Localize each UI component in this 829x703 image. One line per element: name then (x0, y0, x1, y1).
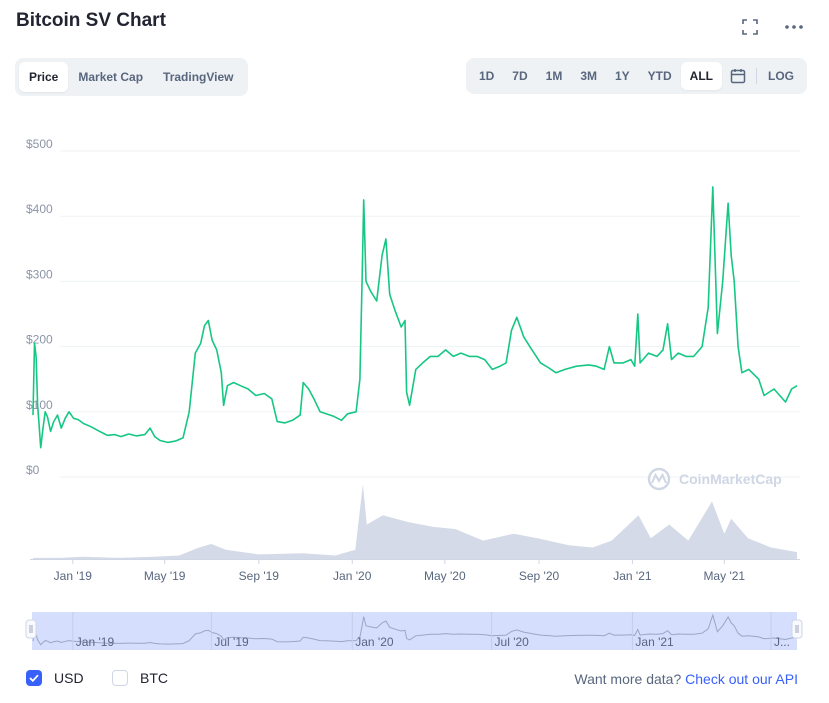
chart-grid (60, 150, 800, 478)
range-7d-button[interactable]: 7D (512, 69, 528, 83)
api-text: Want more data? (574, 671, 682, 687)
x-tick-label: May '19 (144, 569, 186, 583)
x-tick-label: May '20 (424, 569, 466, 583)
price-chart: CoinMarketCap $0 $100 $200 $300 $400 $500 Jan… (25, 137, 803, 650)
range-1d-button[interactable]: 1D (478, 69, 495, 83)
log-scale-button[interactable]: LOG (768, 69, 794, 83)
calendar-icon[interactable] (722, 62, 754, 90)
y-tick-label: $0 (26, 463, 40, 477)
y-tick-label: $500 (26, 137, 53, 151)
btc-label: BTC (140, 670, 168, 686)
range-all-button[interactable]: ALL (680, 62, 722, 90)
unchecked-icon (112, 670, 128, 686)
more-horizontal-icon[interactable] (783, 16, 805, 38)
y-tick-label: $400 (26, 202, 53, 216)
price-series-line (32, 186, 798, 449)
y-tick-label: $100 (26, 398, 53, 412)
chart-footer: USD BTC Want more data? Check out our AP… (0, 664, 829, 694)
handle-body (791, 619, 803, 639)
range-navigator[interactable]: Jan '19 Jul '19 Jan '20 Jul '20 Jan '21 J... (25, 612, 803, 650)
watermark-text: CoinMarketCap (679, 471, 782, 487)
x-tick-label: Jan '19 (54, 569, 93, 583)
range-1m-button[interactable]: 1M (545, 69, 563, 83)
x-tick-label: Jan '21 (613, 569, 652, 583)
page-title: Bitcoin SV Chart (16, 10, 166, 31)
y-tick-label: $200 (26, 333, 53, 347)
volume-bars (30, 484, 800, 560)
navigator-selection (32, 612, 797, 650)
chart-type-tabs: Price Market Cap TradingView (15, 58, 248, 96)
x-axis: Jan '19 May '19 Sep '19 Jan '20 May '20 Sep '… (54, 559, 745, 583)
volume-area (33, 484, 797, 559)
tab-tradingview[interactable]: TradingView (163, 70, 234, 84)
btc-checkbox[interactable]: BTC (112, 670, 168, 686)
navigator-line (32, 613, 798, 646)
x-tick-label: Sep '19 (239, 569, 280, 583)
y-tick-label: $300 (26, 267, 53, 281)
navigator-label: Jul '20 (495, 635, 530, 649)
navigator-label: Jul '19 (214, 635, 249, 649)
y-axis: $0 $100 $200 $300 $400 $500 (26, 137, 53, 477)
api-link[interactable]: Check out our API (685, 671, 798, 687)
x-tick-label: May '21 (703, 569, 745, 583)
handle-body (25, 619, 37, 639)
coinmarketcap-logo-icon (647, 467, 671, 491)
navigator-right-handle[interactable] (791, 619, 803, 639)
navigator-left-handle[interactable] (25, 619, 37, 639)
price-line (32, 186, 798, 449)
x-tick-label: Sep '20 (519, 569, 560, 583)
watermark: CoinMarketCap (647, 467, 782, 491)
navigator-label: Jan '21 (635, 635, 674, 649)
checked-icon (26, 670, 42, 686)
fullscreen-icon[interactable] (739, 16, 761, 38)
range-divider (756, 68, 757, 84)
chart-actions (739, 16, 805, 38)
range-ytd-button[interactable]: YTD (647, 69, 672, 83)
tab-price[interactable]: Price (19, 62, 69, 92)
navigator-label: Jan '20 (355, 635, 394, 649)
usd-checkbox[interactable]: USD (26, 670, 84, 686)
tab-market-cap[interactable]: Market Cap (78, 70, 144, 84)
navigator-label: J... (774, 635, 790, 649)
range-selector: 1D 7D 1M 3M 1Y YTD ALL LOG (465, 58, 807, 94)
navigator-label: Jan '19 (76, 635, 115, 649)
usd-label: USD (54, 670, 84, 686)
api-promo: Want more data? Check out our API (574, 671, 798, 687)
range-1y-button[interactable]: 1Y (614, 69, 630, 83)
range-3m-button[interactable]: 3M (580, 69, 597, 83)
x-tick-label: Jan '20 (333, 569, 372, 583)
